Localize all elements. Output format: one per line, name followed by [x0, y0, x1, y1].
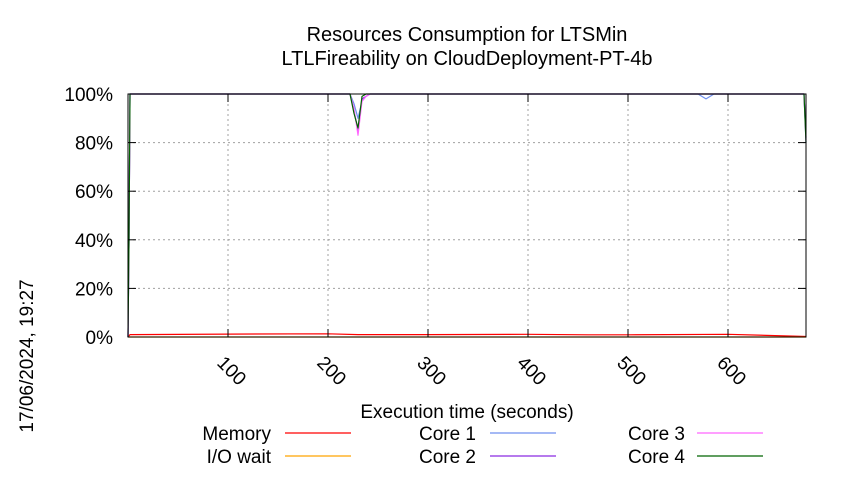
legend-label-core-1: Core 1: [419, 424, 476, 445]
legend-label-core-4: Core 4: [628, 447, 685, 468]
legend-label-i-o-wait: I/O wait: [207, 447, 272, 468]
grid-lines: [128, 94, 806, 337]
legend-label-core-2: Core 2: [419, 447, 476, 468]
y-tick-label: 20%: [75, 279, 113, 300]
timestamp-label: 17/06/2024, 19:27: [17, 279, 38, 432]
y-tick-label: 40%: [75, 231, 113, 252]
y-tick-label: 80%: [75, 134, 113, 155]
plot-frame: [127, 93, 807, 338]
y-tick-label: 100%: [64, 85, 113, 106]
x-axis-label: Execution time (seconds): [360, 402, 573, 423]
y-tick-label: 60%: [75, 182, 113, 203]
y-tick-label: 0%: [86, 328, 114, 349]
legend-label-core-3: Core 3: [628, 424, 685, 445]
chart-title-line1: Resources Consumption for LTSMin: [307, 24, 628, 46]
plot-border: [127, 93, 807, 338]
legend-label-memory: Memory: [202, 424, 271, 445]
chart-title-line2: LTLFireability on CloudDeployment-PT-4b: [282, 48, 653, 70]
